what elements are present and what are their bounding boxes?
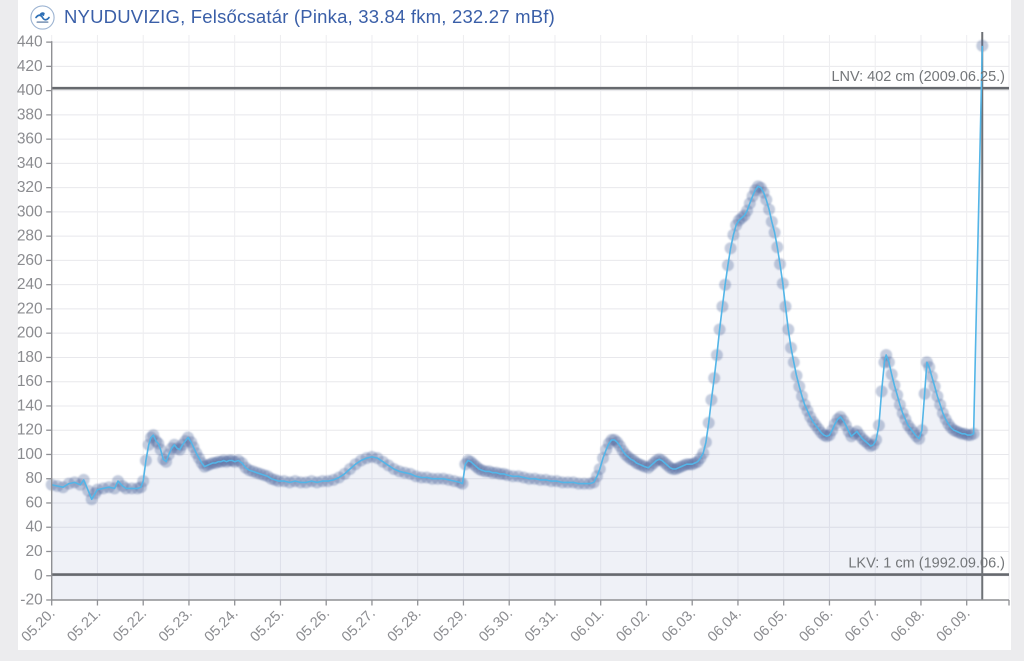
y-tick-label: 320 <box>17 179 43 196</box>
x-tick-label: 06.02. <box>613 606 653 646</box>
x-tick-label: 05.26. <box>293 606 333 646</box>
y-tick-label: 200 <box>17 325 43 342</box>
lnv-reference-label: LNV: 402 cm (2009.06.25.) <box>831 69 1005 85</box>
x-tick-label: 05.22. <box>110 606 150 646</box>
y-tick-label: 40 <box>25 519 43 536</box>
x-tick-label: 05.21. <box>64 606 104 646</box>
y-tick-label: 400 <box>17 82 43 99</box>
x-tick-label: 05.28. <box>385 606 425 646</box>
y-tick-label: 260 <box>17 252 43 269</box>
y-tick-label: -20 <box>20 591 43 608</box>
x-tick-label: 06.05. <box>751 606 791 646</box>
x-tick-label: 05.25. <box>247 606 287 646</box>
station-title-row: NYUDUVIZIG, Felsőcsatár (Pinka, 33.84 fk… <box>30 3 555 31</box>
gridlines <box>51 35 1010 600</box>
y-tick-label: 300 <box>17 203 43 220</box>
y-tick-label: 100 <box>17 446 43 463</box>
x-tick-label: 06.04. <box>705 606 745 646</box>
y-tick-label: 60 <box>25 494 43 511</box>
x-tick-label: 06.09. <box>934 606 974 646</box>
x-tick-label: 06.01. <box>568 606 608 646</box>
x-tick-label: 05.27. <box>339 606 379 646</box>
y-tick-label: 120 <box>17 422 43 439</box>
x-tick-label: 06.06. <box>796 606 836 646</box>
y-tick-label: 360 <box>17 131 43 148</box>
x-tick-label: 05.29. <box>430 606 470 646</box>
x-tick-label: 05.31. <box>522 606 562 646</box>
x-tick-label: 06.07. <box>842 606 882 646</box>
y-tick-label: 80 <box>25 470 43 487</box>
y-tick-label: 340 <box>17 155 43 172</box>
x-tick-label: 05.23. <box>156 606 196 646</box>
y-tick-label: 140 <box>17 397 43 414</box>
area-fill <box>51 45 983 601</box>
lkv-reference-label: LKV: 1 cm (1992.09.06.) <box>848 556 1005 572</box>
chart-panel <box>18 0 1011 650</box>
y-tick-label: 220 <box>17 300 43 317</box>
y-tick-label: 240 <box>17 276 43 293</box>
y-tick-label: 440 <box>17 34 43 51</box>
x-tick-label: 05.24. <box>202 606 242 646</box>
y-tick-label: 420 <box>17 58 43 75</box>
data-point-markers <box>45 39 989 506</box>
x-tick-label: 05.30. <box>476 606 516 646</box>
y-tick-label: 380 <box>17 106 43 123</box>
x-tick-label: 06.03. <box>659 606 699 646</box>
y-tick-label: 280 <box>17 228 43 245</box>
x-tick-label: 06.08. <box>888 606 928 646</box>
y-tick-label: 160 <box>17 373 43 390</box>
water-level-line <box>51 45 984 501</box>
x-tick-label: 05.20. <box>19 606 59 646</box>
nyuduvizig-logo-icon[interactable] <box>30 4 55 30</box>
y-tick-label: 180 <box>17 349 43 366</box>
station-title[interactable]: NYUDUVIZIG, Felsőcsatár (Pinka, 33.84 fk… <box>64 6 555 27</box>
y-tick-label: 0 <box>34 567 43 584</box>
y-tick-label: 20 <box>25 543 43 560</box>
